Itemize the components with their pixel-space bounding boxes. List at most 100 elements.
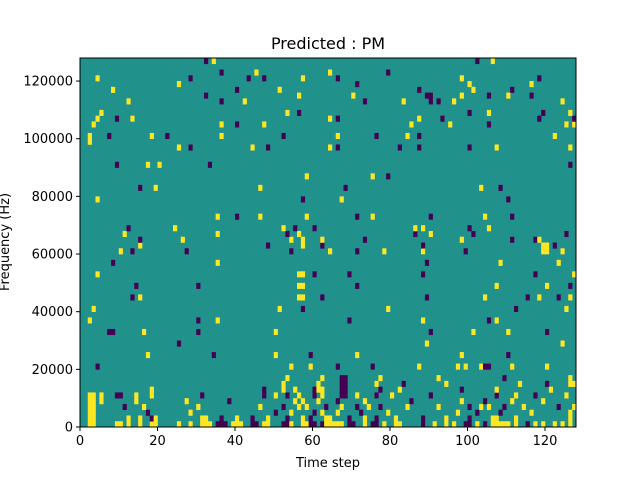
heatmap-cell (448, 121, 453, 128)
heatmap-cell (374, 421, 379, 428)
heatmap-cell (328, 248, 333, 255)
heatmap-cell (545, 242, 550, 249)
heatmap-cell (142, 403, 147, 411)
heatmap-cell (339, 375, 344, 382)
heatmap-cell (560, 98, 565, 105)
heatmap-cell (126, 415, 131, 422)
heatmap-cell (285, 421, 290, 428)
chart-title: Predicted : PM (271, 34, 385, 53)
heatmap-cell (362, 398, 368, 405)
heatmap-cell (300, 271, 306, 278)
heatmap-cell (99, 109, 104, 116)
heatmap-cell (545, 248, 550, 255)
heatmap-cell (331, 421, 337, 428)
heatmap-cell (87, 415, 92, 422)
heatmap-cell (235, 121, 240, 128)
heatmap-cell (312, 421, 317, 428)
heatmap-cell (514, 392, 519, 399)
heatmap-cell (463, 421, 468, 428)
heatmap-cell (99, 398, 104, 405)
heatmap-cell (459, 352, 464, 359)
heatmap-cell (572, 403, 577, 411)
heatmap-cell (572, 271, 577, 278)
heatmap-cell (114, 392, 120, 399)
heatmap-cell (285, 375, 290, 382)
heatmap-cell (281, 225, 286, 232)
heatmap-cell (421, 225, 426, 232)
y-tick-label: 100000 (23, 132, 73, 147)
heatmap-cell (421, 317, 426, 324)
heatmap-cell (382, 421, 387, 428)
heatmap-cell (250, 421, 255, 428)
heatmap-cell (467, 144, 472, 151)
heatmap-cell (486, 92, 492, 99)
heatmap-cell (297, 282, 302, 289)
heatmap-cell (312, 271, 317, 278)
heatmap-cell (417, 363, 422, 370)
heatmap-cell (328, 421, 333, 428)
heatmap-cell (87, 392, 92, 399)
heatmap-cell (300, 236, 306, 243)
heatmap-cell (545, 380, 550, 387)
x-tick-label: 40 (227, 434, 244, 449)
heatmap-cell (138, 184, 143, 191)
heatmap-cell (459, 236, 464, 243)
heatmap-cell (502, 421, 507, 428)
heatmap-cell (556, 294, 561, 301)
heatmap-cell (335, 144, 340, 151)
heatmap-cell (510, 236, 515, 243)
heatmap-cell (297, 271, 302, 278)
heatmap-cell (324, 421, 329, 428)
heatmap-cell (409, 398, 414, 405)
heatmap-cell (421, 415, 426, 422)
heatmap-cell (149, 415, 154, 422)
heatmap-cell (300, 282, 306, 289)
heatmap-cell (483, 363, 488, 370)
heatmap-cell (525, 294, 530, 301)
heatmap-cell (335, 75, 340, 82)
heatmap-cell (215, 230, 220, 238)
heatmap-cell (297, 92, 302, 99)
heatmap-cell (424, 294, 430, 301)
plot-area (80, 58, 577, 428)
heatmap-cell (250, 415, 255, 422)
heatmap-cell (157, 161, 162, 168)
heatmap-cell (494, 282, 499, 289)
heatmap-cell (459, 398, 464, 405)
heatmap-cell (273, 328, 278, 336)
heatmap-cell (149, 421, 154, 428)
heatmap-cell (211, 352, 216, 359)
heatmap-cell (545, 328, 550, 336)
heatmap-cell (114, 421, 120, 428)
heatmap-cell (370, 421, 375, 428)
heatmap-cell (145, 161, 151, 168)
heatmap-cell (114, 161, 120, 168)
heatmap-cell (421, 421, 426, 428)
heatmap-cell (254, 69, 259, 76)
heatmap-cell (475, 58, 480, 65)
x-axis-label: Time step (295, 456, 360, 471)
heatmap-cell (506, 328, 511, 336)
x-tick-label: 100 (455, 434, 480, 449)
heatmap-cell (405, 403, 410, 411)
heatmap-cell (366, 403, 371, 411)
heatmap-cell (138, 242, 143, 249)
heatmap-cell (91, 409, 96, 416)
heatmap-cell (219, 69, 224, 76)
heatmap-cell (91, 121, 96, 128)
heatmap-cell (312, 225, 317, 232)
heatmap-cell (300, 421, 306, 428)
heatmap-cell (483, 294, 488, 301)
heatmap-cell (498, 409, 503, 416)
heatmap-cell (126, 98, 131, 105)
heatmap-cell (320, 294, 325, 301)
heatmap-cell (386, 173, 391, 180)
heatmap-cell (320, 392, 325, 399)
heatmap-cell (370, 173, 375, 180)
heatmap-cell (118, 392, 123, 399)
heatmap-cell (452, 421, 457, 428)
heatmap-cell (215, 317, 220, 324)
heatmap-cell (266, 144, 271, 151)
heatmap-cell (525, 421, 530, 428)
